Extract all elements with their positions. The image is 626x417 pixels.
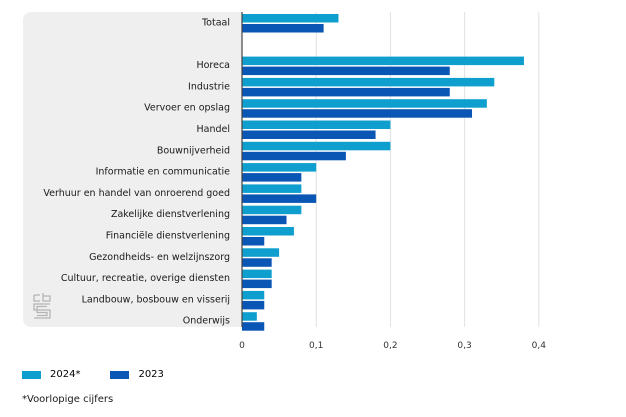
bar-2023 — [242, 300, 265, 310]
bar-2023 — [242, 109, 473, 118]
bar-2023 — [242, 87, 450, 97]
bar-2024 — [242, 248, 280, 257]
category-label-panel — [23, 12, 242, 327]
cbs-logo-icon — [33, 293, 51, 319]
category-label: Totaal — [201, 18, 230, 29]
bar-2023 — [242, 151, 346, 161]
bar-2024 — [242, 205, 302, 215]
bar-2023 — [242, 237, 265, 246]
x-tick-label: 0,2 — [383, 341, 397, 351]
category-label: Informatie en communicatie — [96, 167, 231, 178]
bar-2023 — [242, 215, 287, 225]
category-label: Financiële dienstverlening — [106, 231, 230, 242]
category-label: Onderwijs — [183, 316, 230, 327]
category-label: Gezondheids- en welzijnszorg — [89, 252, 230, 263]
bar-2024 — [242, 163, 317, 172]
bar-2024 — [242, 14, 339, 23]
bar-2024 — [242, 77, 495, 87]
bar-2024 — [242, 269, 272, 279]
category-label: Handel — [196, 124, 230, 135]
legend-item-2023: 2023 — [110, 369, 164, 380]
bar-2023 — [242, 173, 302, 182]
category-label: Zakelijke dienstverlening — [111, 209, 230, 220]
bar-2024 — [242, 184, 302, 193]
bar-2023 — [242, 258, 272, 267]
category-label: Vervoer en opslag — [144, 103, 230, 114]
category-label: Bouwnijverheid — [157, 145, 230, 156]
category-label: Landbouw, bosbouw en visserij — [82, 294, 230, 305]
x-tick-label: 0,1 — [309, 341, 323, 351]
footnote: *Voorlopige cijfers — [22, 394, 114, 405]
bar-2023 — [242, 66, 450, 76]
bar-2023 — [242, 24, 324, 33]
x-tick-label: 0 — [239, 341, 245, 351]
bar-2023 — [242, 194, 317, 203]
bar-2024 — [242, 120, 391, 129]
bar-2024 — [242, 141, 391, 151]
bar-2023 — [242, 322, 265, 331]
category-label: Horeca — [196, 60, 230, 71]
x-tick-label: 0,4 — [532, 341, 547, 351]
legend-swatch-2023 — [110, 370, 130, 379]
x-tick-label: 0,3 — [457, 341, 471, 351]
legend-label-2024: 2024* — [50, 369, 81, 380]
legend-label-2023: 2023 — [138, 369, 164, 380]
bar-2024 — [242, 290, 265, 300]
legend-swatch-2024 — [22, 370, 41, 379]
bar-chart: Totaal Horeca Industrie Vervoer en opslag Ha… — [43, 12, 547, 351]
bar-2024 — [242, 56, 524, 66]
bar-2024 — [242, 99, 487, 108]
category-label: Verhuur en handel van onroerend goed — [43, 188, 230, 199]
bar-2024 — [242, 312, 257, 321]
bar-2024 — [242, 227, 294, 236]
bar-2023 — [242, 130, 376, 139]
bar-2023 — [242, 279, 272, 289]
category-label: Cultuur, recreatie, overige diensten — [61, 273, 230, 284]
legend: 2024* 2023 — [22, 369, 194, 380]
category-label: Industrie — [188, 81, 230, 92]
legend-item-2024: 2024* — [22, 369, 80, 380]
